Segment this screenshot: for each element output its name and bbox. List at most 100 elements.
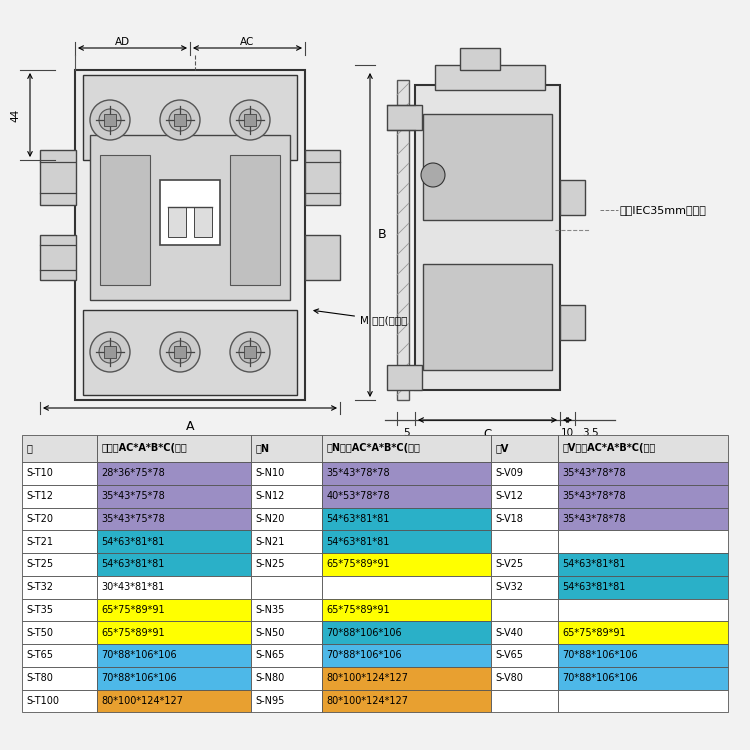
Text: 老N: 老N <box>255 443 269 454</box>
Circle shape <box>230 332 270 372</box>
Text: 70*88*106*106: 70*88*106*106 <box>101 674 177 683</box>
Text: 3.5: 3.5 <box>582 428 598 438</box>
Bar <box>491 689 558 712</box>
Bar <box>491 576 558 598</box>
Text: 54*63*81*81: 54*63*81*81 <box>326 537 389 547</box>
Bar <box>491 553 558 576</box>
Text: 新: 新 <box>26 443 32 454</box>
Bar <box>491 462 558 484</box>
Text: S-T32: S-T32 <box>26 582 53 592</box>
Circle shape <box>421 163 445 187</box>
Bar <box>97 598 250 621</box>
Text: S-T50: S-T50 <box>26 628 53 638</box>
Bar <box>322 530 491 553</box>
Text: 40*53*78*78: 40*53*78*78 <box>326 491 390 501</box>
Bar <box>491 598 558 621</box>
Bar <box>251 553 322 576</box>
Text: S-V25: S-V25 <box>496 560 524 569</box>
Bar <box>322 644 491 667</box>
Text: B: B <box>378 229 387 242</box>
Bar <box>251 530 322 553</box>
Text: M 螺丝(自带）: M 螺丝(自带） <box>314 309 407 325</box>
Text: S-T12: S-T12 <box>26 491 53 501</box>
Bar <box>97 689 250 712</box>
Text: 35*43*78*78: 35*43*78*78 <box>562 491 626 501</box>
Bar <box>491 484 558 508</box>
Text: 老V: 老V <box>496 443 509 454</box>
Text: S-V18: S-V18 <box>496 514 524 524</box>
Bar <box>22 508 97 530</box>
Circle shape <box>160 100 200 140</box>
Text: S-N35: S-N35 <box>255 605 284 615</box>
Bar <box>322 621 491 644</box>
Bar <box>558 508 728 530</box>
Text: 35*43*78*78: 35*43*78*78 <box>326 469 390 478</box>
Bar <box>22 530 97 553</box>
Text: S-T80: S-T80 <box>26 674 53 683</box>
Text: （轨道厚度为7.5mm的情况）: （轨道厚度为7.5mm的情况） <box>468 442 567 452</box>
Text: S-T21: S-T21 <box>26 537 53 547</box>
Text: 老V尺寸AC*A*B*C(高）: 老V尺寸AC*A*B*C(高） <box>562 443 656 454</box>
Text: S-N50: S-N50 <box>255 628 284 638</box>
Text: 35*43*75*78: 35*43*75*78 <box>101 514 165 524</box>
Bar <box>104 114 116 126</box>
Text: S-V09: S-V09 <box>496 469 524 478</box>
Text: S-N20: S-N20 <box>255 514 284 524</box>
Text: 65*75*89*91: 65*75*89*91 <box>326 560 390 569</box>
Bar <box>322 667 491 689</box>
Text: A: A <box>186 420 194 433</box>
Text: S-T65: S-T65 <box>26 650 53 661</box>
Bar <box>491 644 558 667</box>
Text: 54*63*81*81: 54*63*81*81 <box>326 514 389 524</box>
Text: 70*88*106*106: 70*88*106*106 <box>101 650 177 661</box>
Bar <box>251 462 322 484</box>
Text: 新尺寸AC*A*B*C(高）: 新尺寸AC*A*B*C(高） <box>101 443 188 454</box>
Text: S-V65: S-V65 <box>496 650 524 661</box>
Text: 70*88*106*106: 70*88*106*106 <box>326 628 402 638</box>
Bar <box>40 150 76 205</box>
Text: 54*63*81*81: 54*63*81*81 <box>562 560 626 569</box>
Bar <box>40 235 76 280</box>
Text: S-V80: S-V80 <box>496 674 524 683</box>
Text: S-N95: S-N95 <box>255 696 284 706</box>
Bar <box>244 114 256 126</box>
Bar <box>75 70 305 400</box>
Text: 28*36*75*78: 28*36*75*78 <box>101 469 165 478</box>
Text: S-T20: S-T20 <box>26 514 53 524</box>
Bar <box>251 484 322 508</box>
Bar <box>22 621 97 644</box>
Bar <box>97 508 250 530</box>
Bar <box>83 75 297 160</box>
Circle shape <box>230 100 270 140</box>
Text: 80*100*124*127: 80*100*124*127 <box>101 696 184 706</box>
Text: 35*43*75*78: 35*43*75*78 <box>101 491 165 501</box>
Bar <box>97 576 250 598</box>
Bar <box>558 576 728 598</box>
Bar <box>322 553 491 576</box>
Bar <box>97 644 250 667</box>
Bar <box>100 155 150 285</box>
Bar <box>97 462 250 484</box>
Bar <box>83 310 297 395</box>
Bar <box>22 667 97 689</box>
Bar <box>168 207 186 237</box>
Bar <box>174 114 186 126</box>
Circle shape <box>239 341 261 363</box>
Circle shape <box>90 100 130 140</box>
Bar <box>97 435 250 462</box>
Text: S-V12: S-V12 <box>496 491 524 501</box>
Bar <box>251 644 322 667</box>
Bar <box>397 80 409 400</box>
Circle shape <box>239 109 261 131</box>
Text: S-N25: S-N25 <box>255 560 285 569</box>
Text: S-N21: S-N21 <box>255 537 284 547</box>
Bar <box>22 644 97 667</box>
Text: 10: 10 <box>560 428 574 438</box>
Bar <box>230 155 280 285</box>
Text: 老N尺寸AC*A*B*C(高）: 老N尺寸AC*A*B*C(高） <box>326 443 420 454</box>
Bar <box>558 621 728 644</box>
Bar <box>322 689 491 712</box>
Bar <box>194 207 212 237</box>
Text: S-V40: S-V40 <box>496 628 524 638</box>
Circle shape <box>160 332 200 372</box>
